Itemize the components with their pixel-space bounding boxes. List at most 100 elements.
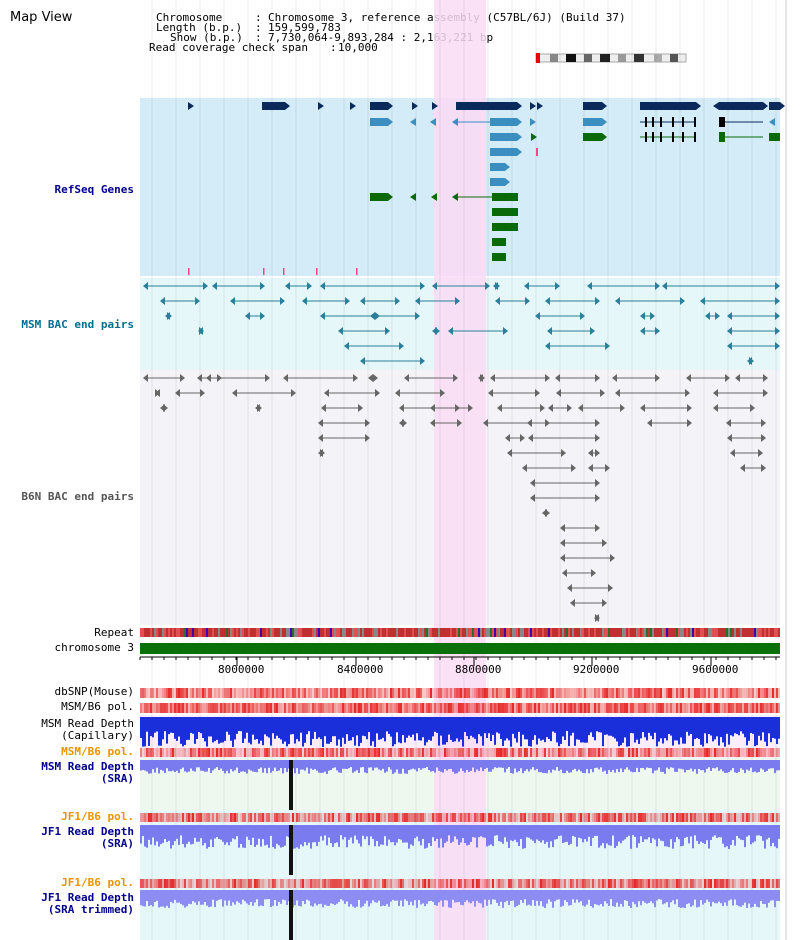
snp-density	[494, 748, 496, 757]
snp-density	[238, 748, 240, 757]
snp-density	[280, 748, 282, 757]
snp-density	[168, 703, 170, 713]
snp-density	[332, 703, 334, 713]
snp-density	[708, 748, 710, 757]
jf1-trimmed-depth	[140, 890, 142, 906]
jf1-b6-pol-label[interactable]: JF1/B6 pol.	[61, 810, 134, 823]
snp-density	[496, 703, 498, 713]
snp-density	[306, 813, 308, 822]
snp-density	[142, 703, 144, 713]
repeat-block	[166, 628, 168, 637]
snp-density	[372, 688, 374, 698]
snp-density	[680, 748, 682, 757]
refseq-mark	[263, 268, 265, 275]
msm-read-depth-sra-label[interactable]: MSM Read Depth (SRA)	[41, 760, 134, 785]
jf1-sra-depth	[522, 825, 524, 849]
jf1-sra-depth	[362, 825, 364, 836]
snp-density	[578, 703, 580, 713]
snp-density	[274, 688, 276, 698]
snp-density	[402, 813, 404, 822]
snp-density	[512, 688, 514, 698]
capillary-depth	[718, 717, 720, 746]
capillary-depth	[570, 717, 572, 736]
repeat-block	[700, 628, 702, 637]
jf1-trimmed-depth	[554, 890, 556, 902]
jf1-trimmed-depth	[388, 890, 390, 907]
snp-density	[730, 703, 732, 713]
repeat-block	[168, 628, 170, 637]
snp-density	[748, 688, 750, 698]
jf1-trimmed-depth	[518, 890, 520, 905]
snp-density	[154, 688, 156, 698]
capillary-depth	[518, 717, 520, 732]
snp-density	[424, 879, 426, 888]
capillary-depth	[418, 717, 420, 741]
msm-sra-depth	[740, 760, 742, 769]
snp-density	[166, 748, 168, 757]
jf1-sra-depth	[718, 825, 720, 838]
jf1-sra-depth	[680, 825, 682, 847]
refseq-genes-label[interactable]: RefSeq Genes	[54, 183, 134, 196]
snp-density	[228, 748, 230, 757]
jf1-trimmed-depth	[184, 890, 186, 908]
b6n-bac-pair-end	[713, 389, 718, 397]
jf1-trimmed-depth	[762, 890, 764, 904]
snp-density	[220, 879, 222, 888]
jf1-sra-depth	[556, 825, 558, 840]
snp-density	[424, 688, 426, 698]
msm-sra-depth	[772, 760, 774, 769]
snp-density	[526, 748, 528, 757]
snp-density	[226, 813, 228, 822]
jf1-b6-pol-label-2[interactable]: JF1/B6 pol.	[61, 876, 134, 889]
jf1-sra-depth	[176, 825, 178, 839]
msm-b6-pol-label-2[interactable]: MSM/B6 pol.	[61, 745, 134, 758]
jf1-trimmed-depth	[620, 890, 622, 904]
capillary-depth	[422, 717, 424, 738]
chromosome-key: Chromosome	[156, 11, 223, 24]
snp-density	[420, 688, 422, 698]
jf1-trimmed-depth	[158, 890, 160, 908]
capillary-depth	[622, 717, 624, 743]
snp-density	[638, 688, 640, 698]
jf1-trimmed-depth	[402, 890, 404, 907]
capillary-depth	[636, 717, 638, 740]
jf1-sra-depth	[372, 825, 374, 840]
capillary-depth	[156, 717, 158, 732]
msm-bac-label[interactable]: MSM BAC end pairs	[21, 318, 134, 331]
snp-density	[582, 813, 584, 822]
jf1-sra-depth	[274, 825, 276, 849]
jf1-trimmed-depth	[232, 890, 234, 903]
jf1-sra-depth	[318, 825, 320, 842]
capillary-depth	[680, 717, 682, 738]
snp-density	[624, 879, 626, 888]
snp-density	[398, 813, 400, 822]
snp-density	[570, 879, 572, 888]
capillary-depth	[304, 717, 306, 743]
jf1-trimmed-depth	[572, 890, 574, 900]
snp-density	[576, 813, 578, 822]
jf1-trimmed-depth	[410, 890, 412, 902]
chromosome-ideogram[interactable]	[528, 52, 690, 64]
jf1-trimmed-depth	[148, 890, 150, 907]
snp-density	[584, 688, 586, 698]
snp-density	[400, 703, 402, 713]
snp-density	[456, 879, 458, 888]
jf1-sra-depth	[144, 825, 146, 847]
snp-density	[658, 813, 660, 822]
jf1-trimmed-depth	[478, 890, 480, 903]
snp-density	[194, 813, 196, 822]
b6n-bac-label[interactable]: B6N BAC end pairs	[21, 490, 134, 503]
msm-bac-pair-end	[344, 342, 349, 350]
snp-density	[340, 688, 342, 698]
jf1-sra-depth	[480, 825, 482, 837]
jf1-read-depth-sra-label[interactable]: JF1 Read Depth (SRA)	[41, 825, 134, 850]
jf1-trimmed-depth	[170, 890, 172, 902]
refseq-gene-arrow	[517, 102, 522, 110]
repeat-block	[678, 628, 680, 637]
snp-density	[612, 748, 614, 757]
jf1-read-depth-trimmed-label[interactable]: JF1 Read Depth (SRA trimmed)	[41, 891, 134, 916]
repeat-block	[236, 628, 238, 637]
snp-density	[480, 879, 482, 888]
b6n-bac-pair-end	[602, 599, 607, 607]
snp-density	[428, 879, 430, 888]
